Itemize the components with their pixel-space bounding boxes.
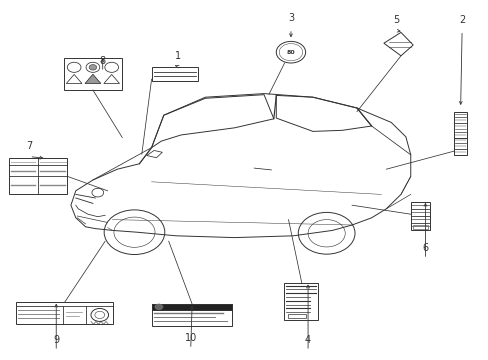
Text: 1: 1 [175, 51, 181, 61]
Bar [151, 67, 198, 81]
Text: 9: 9 [53, 335, 59, 345]
Circle shape [154, 303, 163, 310]
Bar [412, 225, 427, 229]
Bar [453, 112, 467, 155]
Text: 8: 8 [100, 56, 105, 66]
Text: 2: 2 [458, 15, 464, 25]
Text: 10: 10 [184, 333, 197, 343]
Polygon shape [85, 75, 101, 84]
Bar [283, 283, 317, 320]
Text: 80: 80 [286, 50, 295, 55]
Bar [63, 58, 122, 90]
Text: 5: 5 [392, 15, 398, 25]
Bar [287, 314, 305, 318]
Bar [9, 158, 67, 194]
Circle shape [89, 64, 97, 70]
Bar [151, 304, 232, 326]
Text: 4: 4 [305, 335, 310, 345]
Text: 6: 6 [422, 243, 427, 253]
Bar [16, 302, 113, 324]
Bar [151, 304, 232, 310]
Text: 3: 3 [287, 13, 293, 23]
Text: 7: 7 [26, 141, 32, 151]
Bar [410, 202, 429, 230]
